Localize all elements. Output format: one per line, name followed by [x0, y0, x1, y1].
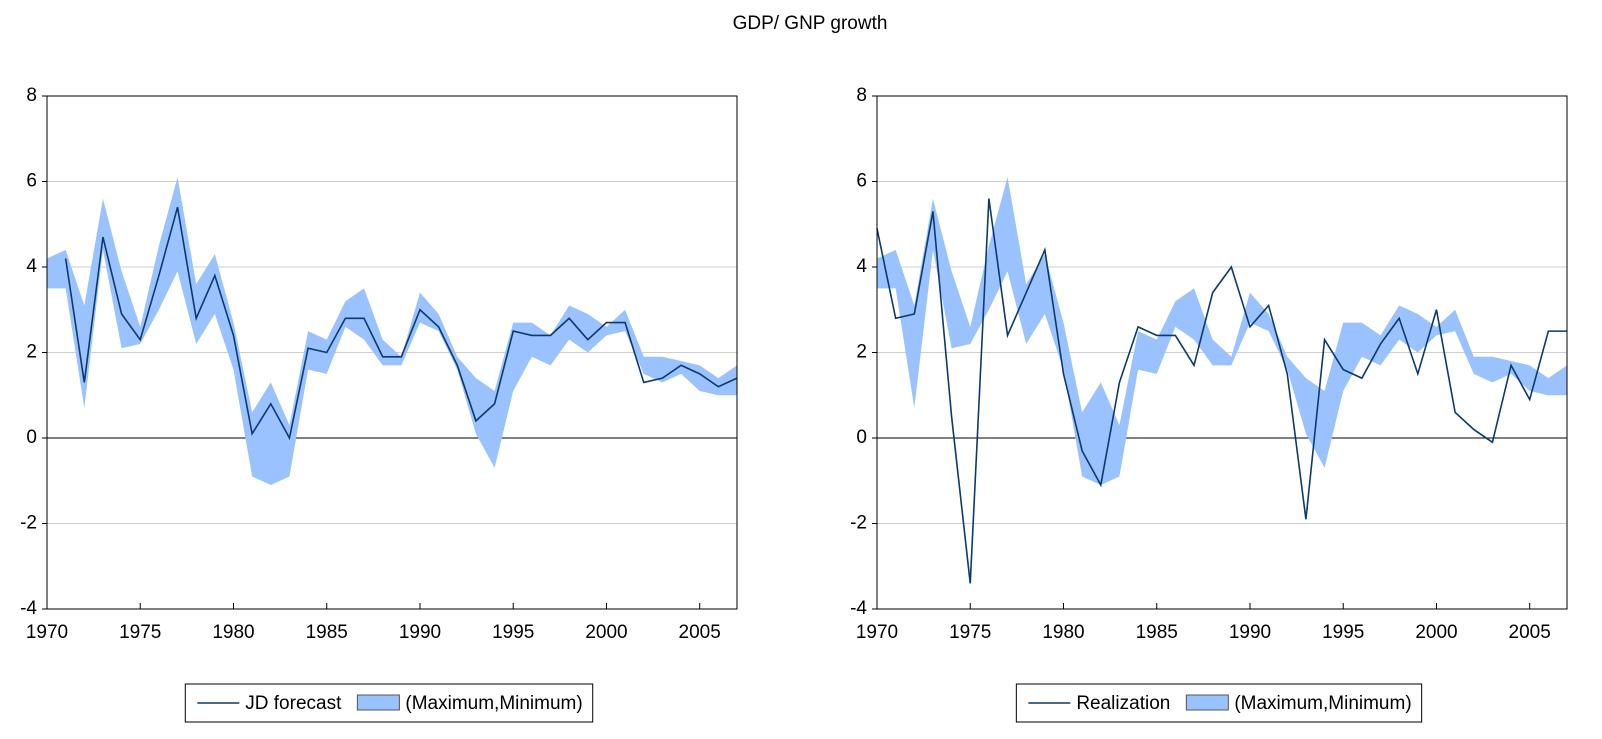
band	[47, 177, 737, 486]
y-tick-label: 6	[856, 171, 867, 192]
y-tick-label: -4	[850, 598, 867, 619]
y-tick-label: 8	[26, 85, 37, 106]
y-tick-label: 2	[856, 342, 867, 363]
x-tick-label: 1970	[26, 622, 68, 643]
y-tick-label: 6	[26, 171, 37, 192]
y-tick-label: 0	[856, 427, 867, 448]
x-tick-label: 1995	[492, 622, 534, 643]
legend-label: Realization	[1076, 693, 1170, 714]
legend-label: (Maximum,Minimum)	[1234, 693, 1411, 714]
legend-label: (Maximum,Minimum)	[405, 693, 582, 714]
x-tick-label: 1975	[119, 622, 161, 643]
panel: -4 -2 0 2 4 6 8 1970 1975 1980 1985 1990 1995 2000 200…	[20, 85, 738, 723]
y-tick-label: 4	[26, 256, 37, 277]
x-tick-label: 1975	[949, 622, 991, 643]
legend: Realization (Maximum,Minimum)	[1015, 683, 1423, 723]
x-tick-label: 2005	[679, 622, 721, 643]
x-tick-label: 2000	[585, 622, 627, 643]
y-tick-label: -2	[850, 513, 867, 534]
x-tick-label: 1985	[1136, 622, 1178, 643]
x-tick-label: 1990	[1229, 622, 1271, 643]
line	[876, 198, 1567, 584]
line	[64, 206, 738, 441]
y-tick-label: -4	[20, 598, 37, 619]
plot-frame	[876, 95, 1568, 610]
y-tick-label: 4	[856, 256, 867, 277]
legend-symbol	[356, 694, 400, 711]
x-tick-label: 1990	[399, 622, 441, 643]
legend: JD forecast (Maximum,Minimum)	[184, 683, 594, 723]
y-tick-label: 8	[856, 85, 867, 106]
y-tick-label: -2	[20, 513, 37, 534]
x-tick-label: 1980	[1042, 622, 1084, 643]
x-tick-label: 1995	[1322, 622, 1364, 643]
band	[877, 177, 1567, 486]
x-tick-label: 2000	[1415, 622, 1457, 643]
legend-symbol	[1185, 694, 1229, 711]
legend-label: JD forecast	[245, 693, 342, 714]
x-tick-label: 2005	[1509, 622, 1551, 643]
x-tick-label: 1970	[856, 622, 898, 643]
y-tick-label: 2	[26, 342, 37, 363]
x-tick-label: 1985	[306, 622, 348, 643]
chart-title: GDP/ GNP growth	[733, 13, 888, 34]
x-tick-label: 1980	[212, 622, 254, 643]
y-tick-label: 0	[26, 427, 37, 448]
panel: -4 -2 0 2 4 6 8 1970 1975 1980 1985 1990 1995 2000 200…	[850, 85, 1568, 723]
plot-frame	[46, 95, 738, 610]
